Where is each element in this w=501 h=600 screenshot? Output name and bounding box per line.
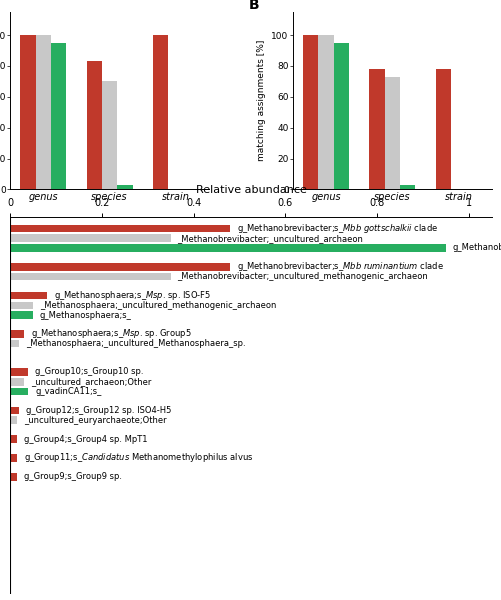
Bar xyxy=(36,35,51,190)
Bar xyxy=(10,407,19,414)
Text: g_Group9;s_Group9 sp.: g_Group9;s_Group9 sp. xyxy=(24,472,122,481)
Text: g_Group11;s_$\it{Candidatus}$ Methanomethylophilus alvus: g_Group11;s_$\it{Candidatus}$ Methanomet… xyxy=(24,451,253,464)
Bar xyxy=(10,330,24,338)
Bar xyxy=(51,43,66,190)
Text: g_Group4;s_Group4 sp. MpT1: g_Group4;s_Group4 sp. MpT1 xyxy=(24,434,147,443)
Bar xyxy=(20,35,36,190)
Bar xyxy=(10,292,47,299)
Text: g_Methanosphaera;s_$\it{Msp}$. sp. Group5: g_Methanosphaera;s_$\it{Msp}$. sp. Group… xyxy=(31,328,191,340)
Bar xyxy=(10,235,170,242)
Bar xyxy=(399,185,414,190)
Bar xyxy=(10,311,33,319)
Text: g_vadinCA11;s_: g_vadinCA11;s_ xyxy=(35,387,102,396)
Y-axis label: matching assignments [%]: matching assignments [%] xyxy=(257,40,266,161)
Bar xyxy=(318,35,333,190)
Text: _Methanobrevibacter;_uncultured_archaeon: _Methanobrevibacter;_uncultured_archaeon xyxy=(177,233,363,242)
Text: g_Methanosphaera;s_$\it{Msp}$. sp. ISO-F5: g_Methanosphaera;s_$\it{Msp}$. sp. ISO-F… xyxy=(54,289,210,302)
Text: _Methanosphaera;_uncultured_Methanosphaera_sp.: _Methanosphaera;_uncultured_Methanosphae… xyxy=(26,339,245,348)
Text: g_Methanosphaera;s_: g_Methanosphaera;s_ xyxy=(40,311,131,320)
Text: _Methanosphaera;_uncultured_methanogenic_archaeon: _Methanosphaera;_uncultured_methanogenic… xyxy=(40,301,276,310)
Bar xyxy=(10,454,17,462)
Bar xyxy=(10,436,17,443)
Bar xyxy=(384,77,399,190)
Bar xyxy=(333,43,348,190)
Bar xyxy=(10,368,29,376)
Bar xyxy=(10,273,170,280)
Bar xyxy=(102,82,117,190)
Text: g_Group10;s_Group10 sp.: g_Group10;s_Group10 sp. xyxy=(35,367,143,376)
Bar xyxy=(153,35,168,190)
Bar xyxy=(303,35,318,190)
Bar xyxy=(10,244,445,252)
Bar xyxy=(10,263,230,271)
Bar xyxy=(117,185,132,190)
Bar xyxy=(435,69,450,190)
Bar xyxy=(10,416,17,424)
Bar xyxy=(10,302,33,309)
Text: _Methanobrevibacter;_uncultured_methanogenic_archaeon: _Methanobrevibacter;_uncultured_methanog… xyxy=(177,272,427,281)
Text: _uncultured_archaeon;Other: _uncultured_archaeon;Other xyxy=(31,377,151,386)
Text: g_Methanobrevibacter;s_$\it{Mbb}$ $\it{gottschalkii}$ clade: g_Methanobrevibacter;s_$\it{Mbb}$ $\it{g… xyxy=(237,222,437,235)
Bar xyxy=(10,388,29,395)
Bar xyxy=(10,340,19,347)
Text: g_Methanobrevibacter;s_: g_Methanobrevibacter;s_ xyxy=(452,244,501,253)
Bar xyxy=(10,378,24,386)
Bar xyxy=(87,61,102,190)
Bar xyxy=(10,473,17,481)
Bar xyxy=(10,224,230,232)
Text: g_Methanobrevibacter;s_$\it{Mbb}$ $\it{ruminantium}$ clade: g_Methanobrevibacter;s_$\it{Mbb}$ $\it{r… xyxy=(237,260,443,274)
Text: g_Group12;s_Group12 sp. ISO4-H5: g_Group12;s_Group12 sp. ISO4-H5 xyxy=(26,406,171,415)
X-axis label: Relative abundance: Relative abundance xyxy=(195,185,306,194)
Text: B: B xyxy=(248,0,259,12)
Bar xyxy=(369,69,384,190)
Text: _uncultured_euryarchaeote;Other: _uncultured_euryarchaeote;Other xyxy=(24,416,166,425)
